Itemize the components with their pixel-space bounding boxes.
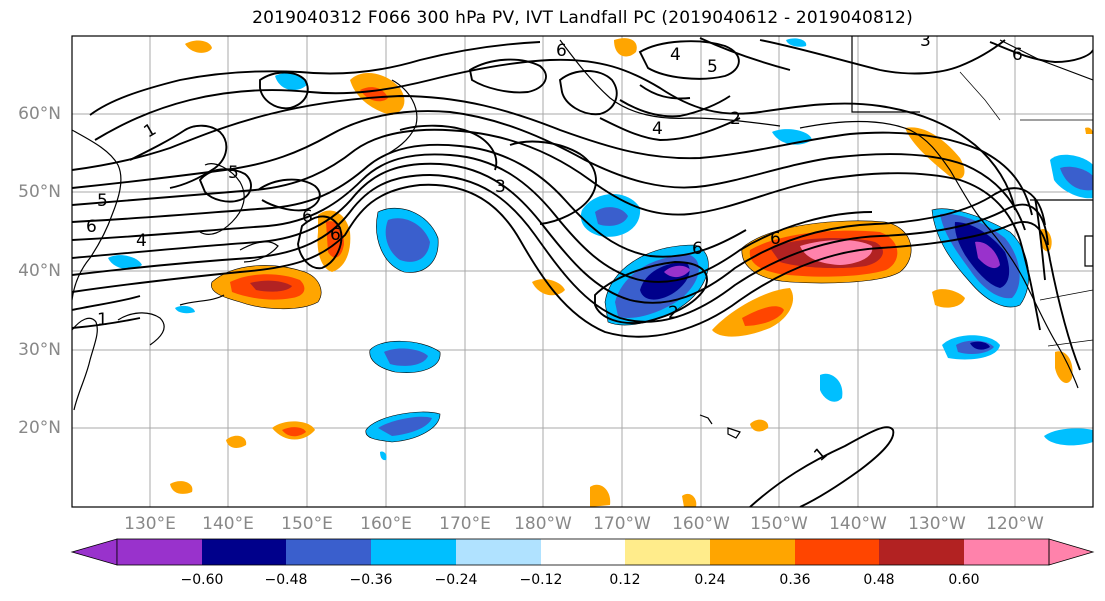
lon-label: 130°W: [908, 514, 966, 534]
pv-contours: [72, 37, 1093, 507]
colorbar-tick-label: 0.12: [609, 572, 641, 588]
contour-label: 5: [97, 191, 108, 211]
colorbar-bin-cyan: [371, 539, 456, 565]
colorbar-frame: [116, 538, 1050, 566]
contour-label: 1: [97, 310, 108, 330]
colorbar-tick-label: 0.48: [863, 572, 895, 588]
colorbar-tick-label: −0.12: [519, 572, 563, 588]
colorbar-bin-orange: [710, 539, 795, 565]
colorbar-tick-label: −0.60: [180, 572, 224, 588]
colorbar-tick-label: 0.60: [948, 572, 980, 588]
shading-outlines: [211, 207, 1030, 443]
lat-label: 60°N: [18, 104, 61, 124]
contour-label: 4: [670, 45, 681, 65]
contour-label: 4: [136, 231, 147, 251]
colorbar-tick-label: −0.48: [264, 572, 308, 588]
political-borders: [959, 71, 1093, 347]
colorbar-tick-label: 0.24: [694, 572, 726, 588]
contour-label: 1: [1093, 55, 1104, 75]
colorbar-bin-purple: [70, 538, 118, 566]
lat-label: 40°N: [18, 261, 61, 281]
contour-label: 4: [652, 119, 663, 139]
lon-label: 160°W: [672, 514, 730, 534]
colorbar-tick-label: 0.36: [779, 572, 811, 588]
contour-label: 5: [228, 163, 239, 183]
colorbar-bin-dark-red: [879, 539, 964, 565]
contour-label: 6: [86, 217, 97, 237]
contour-label: 6: [770, 229, 781, 249]
lon-label: 140°E: [202, 514, 254, 534]
colorbar-bin-light-blue: [456, 539, 541, 565]
contour-label-group: 1 1 1 1 2 2 3 3 4 4 4 5 5 5 6 6 6 6 6 6 …: [86, 31, 1104, 466]
colorbar-tick-label: −0.24: [434, 572, 478, 588]
colorbar-bin-royal-blue: [286, 539, 371, 565]
lon-label: 170°W: [593, 514, 651, 534]
lon-label: 150°E: [281, 514, 333, 534]
colorbar-bin-light-yellow: [625, 539, 710, 565]
ivt-shading: [108, 38, 1093, 507]
lon-label: 140°W: [829, 514, 887, 534]
map-title: 2019040312 F066 300 hPa PV, IVT Landfall…: [252, 8, 913, 28]
lon-label: 160°E: [360, 514, 412, 534]
contour-label: 6: [330, 225, 341, 245]
contour-label: 2: [730, 109, 741, 129]
colorbar-bin-purple: [117, 539, 202, 565]
lon-label: 150°W: [750, 514, 808, 534]
contour-label: 5: [707, 57, 718, 77]
colorbar-bin-pink: [1048, 538, 1095, 566]
contour-label: 6: [692, 239, 703, 259]
lon-label: 180°W: [514, 514, 572, 534]
colorbar-bin-pink: [964, 539, 1049, 565]
contour-label: 6: [556, 41, 567, 61]
contour-label: 3: [920, 31, 931, 51]
lon-label: 130°E: [124, 514, 176, 534]
lat-label: 50°N: [18, 182, 61, 202]
map-frame: [71, 35, 1094, 508]
colorbar-bin-navy: [202, 539, 286, 565]
contour-label: 6: [1012, 45, 1023, 65]
lon-label: 120°W: [986, 514, 1044, 534]
contour-label: 6: [302, 207, 313, 227]
colorbar-bin-white: [541, 539, 625, 565]
lat-label: 20°N: [18, 418, 61, 438]
lon-label: 170°E: [439, 514, 491, 534]
colorbar: [70, 538, 1095, 566]
contour-label: 2: [668, 303, 679, 323]
contour-label: 3: [495, 177, 506, 197]
colorbar-bin-red: [795, 539, 879, 565]
lat-label: 30°N: [18, 340, 61, 360]
colorbar-tick-label: −0.36: [349, 572, 393, 588]
